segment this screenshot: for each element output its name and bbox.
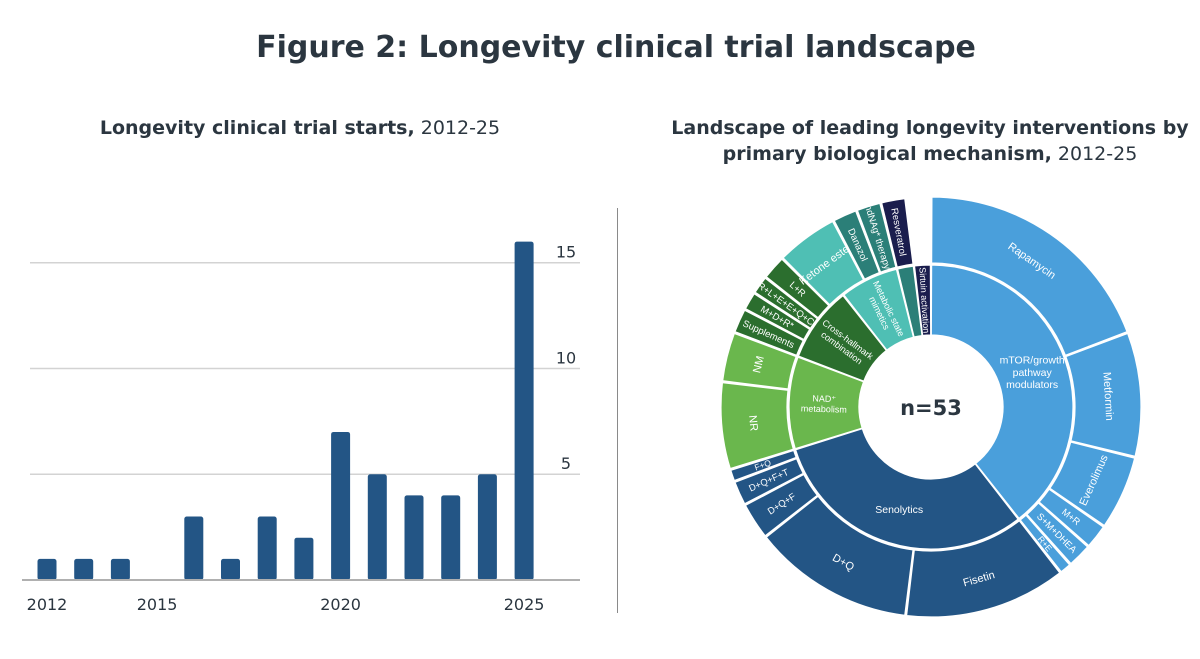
bar — [74, 558, 94, 580]
sunburst-outer-segment — [856, 202, 897, 273]
sunburst-outer-segment — [1065, 332, 1142, 458]
bar — [514, 241, 534, 581]
sunburst-inner-segment — [896, 265, 923, 338]
sunburst-inner-label: NAD⁺metabolism — [801, 393, 848, 415]
sunburst-outer-segment — [905, 519, 1061, 618]
sunburst-outer-segment — [744, 473, 819, 537]
bar-chart-title: Longevity clinical trial starts, 2012-25 — [40, 115, 560, 141]
sunburst-inner-segment — [797, 294, 888, 382]
sunburst-center-label: n=53 — [900, 396, 962, 420]
sunburst-outer-segment — [721, 332, 797, 390]
sunburst-outer-segment — [1049, 441, 1136, 527]
sunburst-outer-label: NM — [751, 355, 767, 374]
sunburst-outer-segment — [720, 381, 795, 470]
figure-title: Figure 2: Longevity clinical trial lands… — [256, 30, 976, 65]
bar — [221, 558, 240, 580]
sunburst-inner-segment — [794, 427, 1019, 550]
sunburst-outer-label: Metformin — [1100, 372, 1115, 422]
bar-chart-title-years: 2012-25 — [414, 117, 501, 139]
sunburst-outer-segment — [931, 196, 1128, 357]
bar — [477, 474, 497, 580]
sunburst-inner-label: mTOR/growth pathway modulators — [1000, 355, 1065, 391]
sunburst-outer-segment — [765, 258, 830, 319]
sunburst-center — [860, 336, 1002, 478]
sunburst-inner-label: Sirtuin activation — [917, 267, 931, 334]
sunburst-outer-segment — [754, 277, 819, 330]
x-tick-label: 2012 — [27, 595, 68, 614]
bar — [37, 558, 57, 580]
bar — [331, 431, 351, 580]
bar — [257, 516, 277, 580]
sunburst-inner-segment — [788, 356, 865, 450]
sunburst-outer-segment — [730, 449, 797, 482]
sunburst-inner-segment — [930, 264, 1074, 520]
bar — [110, 558, 130, 580]
y-tick-label: 5 — [561, 454, 571, 473]
sunburst-outer-segment — [734, 309, 805, 357]
bar — [404, 495, 424, 580]
sunburst-outer-segment — [1026, 502, 1089, 565]
sunburst-title-line2-bold: primary biological mechanism, — [722, 143, 1052, 165]
bar — [441, 495, 461, 580]
sunburst-outer-segment — [765, 495, 914, 617]
sunburst-title-years: 2012-25 — [1051, 143, 1138, 165]
bar — [367, 474, 387, 580]
sunburst-outer-segment — [833, 210, 881, 281]
sunburst-outer-segment — [782, 220, 865, 306]
sunburst-outer-segment — [880, 197, 914, 268]
bar — [184, 516, 204, 580]
sunburst-outer-label: NR — [746, 415, 759, 432]
sunburst-outer-segment — [744, 292, 811, 341]
sunburst-inner-segment — [913, 264, 932, 337]
x-tick-label: 2015 — [137, 595, 178, 614]
bar — [294, 537, 314, 580]
y-tick-label: 15 — [556, 243, 576, 262]
sunburst-outer-segment — [1038, 488, 1105, 547]
sunburst-title: Landscape of leading longevity intervent… — [660, 115, 1200, 167]
x-tick-label: 2020 — [320, 595, 361, 614]
sunburst-outer-segment — [1019, 514, 1071, 573]
sunburst-inner-segment — [843, 268, 915, 351]
sunburst-inner-label: Senolytics — [875, 504, 923, 516]
sunburst-title-line1: Landscape of leading longevity intervent… — [671, 117, 1189, 139]
x-tick-label: 2025 — [504, 595, 545, 614]
bar-chart: 5 10 15 2012 2015 2020 2025 — [22, 241, 580, 614]
bar-chart-title-bold: Longevity clinical trial starts, — [99, 117, 415, 139]
y-tick-label: 10 — [556, 348, 576, 367]
panel-divider — [617, 208, 618, 613]
sunburst-outer-segment — [734, 457, 805, 505]
